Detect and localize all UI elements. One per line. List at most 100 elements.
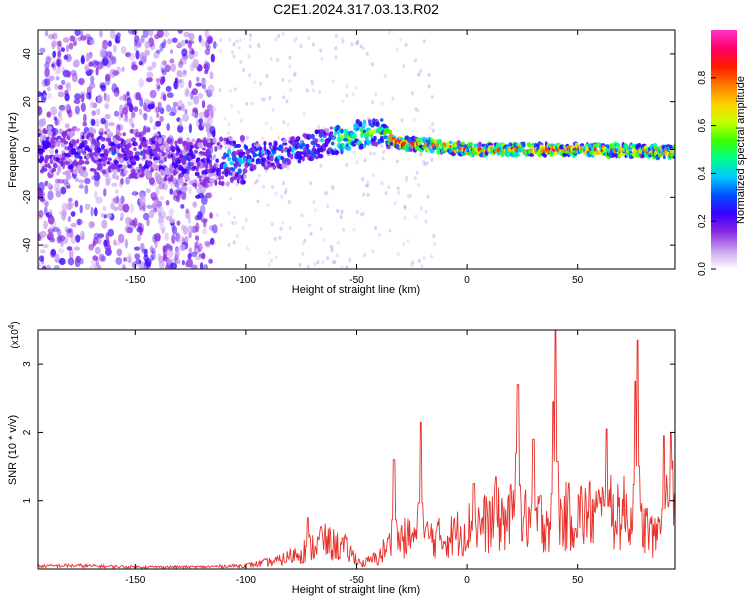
heatmap-cell	[361, 46, 365, 51]
heatmap-cell	[336, 137, 342, 143]
heatmap-cell	[108, 122, 115, 127]
heatmap-cell	[355, 209, 359, 214]
heatmap-cell	[144, 50, 149, 58]
heatmap-cell	[183, 182, 188, 186]
colorbar-tick-label: 0.8	[697, 70, 708, 84]
heatmap-cell	[186, 137, 190, 143]
heatmap-cell	[336, 208, 340, 213]
heatmap-cell	[422, 161, 426, 166]
heatmap-cell	[339, 133, 343, 138]
heatmap-cell	[146, 71, 154, 79]
heatmap-y-tick-label: 20	[22, 96, 33, 108]
heatmap-cell	[160, 144, 165, 150]
heatmap-cell	[104, 131, 108, 135]
heatmap-cell	[51, 63, 55, 68]
heatmap-cell	[92, 240, 96, 247]
heatmap-cell	[219, 49, 223, 53]
heatmap-cell	[177, 124, 184, 133]
heatmap-cell	[164, 232, 169, 242]
heatmap-cell	[150, 254, 154, 262]
heatmap-cell	[74, 30, 81, 37]
heatmap-cell	[280, 194, 284, 199]
heatmap-cell	[128, 150, 134, 157]
heatmap-cell	[69, 35, 76, 42]
heatmap-cell	[248, 44, 252, 49]
heatmap-cell	[92, 59, 99, 68]
heatmap-cell	[424, 209, 428, 214]
heatmap-cell	[95, 257, 99, 267]
heatmap-cell	[418, 137, 422, 143]
heatmap-cell	[380, 181, 384, 186]
heatmap-cell	[158, 182, 165, 190]
heatmap-cell	[268, 142, 273, 146]
heatmap-cell	[73, 246, 80, 251]
heatmap-cell	[60, 186, 67, 195]
heatmap-cell	[140, 35, 145, 43]
heatmap-cell	[107, 228, 115, 237]
heatmap-cell	[370, 62, 374, 67]
heatmap-cell	[176, 259, 181, 265]
heatmap-cell	[264, 121, 268, 126]
heatmap-cell	[126, 226, 132, 234]
heatmap-cell	[336, 209, 340, 213]
heatmap-cell	[44, 78, 51, 87]
colorbar-tick-label: 0.6	[697, 118, 708, 132]
heatmap-cell	[95, 196, 103, 204]
heatmap-cell	[187, 217, 192, 224]
heatmap-cell	[232, 150, 237, 157]
heatmap-cell	[91, 110, 96, 116]
heatmap-cell	[48, 56, 55, 61]
heatmap-cell	[116, 248, 123, 257]
heatmap-cell	[101, 219, 108, 229]
heatmap-cell	[237, 45, 241, 50]
heatmap-cell	[55, 76, 60, 81]
heatmap-cell	[166, 257, 173, 264]
heatmap-cell	[322, 238, 326, 243]
heatmap-cell	[207, 84, 215, 94]
heatmap-cell	[70, 222, 77, 228]
heatmap-cell	[538, 142, 544, 146]
heatmap-cell	[430, 254, 434, 259]
heatmap-cell	[66, 246, 72, 251]
heatmap-cell	[331, 79, 335, 84]
heatmap-cell	[51, 167, 57, 172]
heatmap-cell	[74, 177, 80, 182]
heatmap-cell	[427, 84, 431, 89]
heatmap-cell	[324, 191, 328, 196]
heatmap-cell	[200, 79, 207, 85]
heatmap-cell	[141, 55, 147, 63]
heatmap-cell	[227, 131, 231, 135]
heatmap-cell	[411, 91, 414, 96]
heatmap-cell	[42, 244, 49, 248]
heatmap-cell	[58, 105, 66, 111]
heatmap-cell	[271, 108, 275, 112]
heatmap-cell	[371, 173, 375, 178]
heatmap-cell	[190, 90, 194, 100]
heatmap-cell	[185, 208, 190, 214]
heatmap-cell	[88, 221, 95, 229]
heatmap-cell	[111, 56, 117, 65]
heatmap-cell	[70, 235, 77, 244]
heatmap-cell	[146, 204, 153, 209]
heatmap-cell	[75, 234, 81, 243]
heatmap-cell	[152, 163, 158, 170]
heatmap-cell	[239, 60, 243, 64]
heatmap-cell	[159, 206, 164, 213]
heatmap-cell	[192, 201, 197, 208]
heatmap-cell	[412, 117, 416, 122]
heatmap-cell	[39, 230, 47, 238]
heatmap-cell	[146, 127, 151, 133]
heatmap-cell	[177, 30, 183, 34]
heatmap-cell	[106, 161, 111, 165]
heatmap-cell	[295, 136, 301, 142]
heatmap-cell	[288, 226, 292, 231]
heatmap-cell	[133, 106, 139, 112]
heatmap-cell	[187, 225, 194, 234]
heatmap-cell	[211, 177, 215, 184]
heatmap-cell	[331, 186, 335, 191]
heatmap-cell	[148, 177, 155, 185]
heatmap-cell	[142, 154, 146, 160]
heatmap-cell	[188, 123, 192, 134]
heatmap-cell	[308, 223, 311, 228]
heatmap-cell	[117, 167, 121, 173]
